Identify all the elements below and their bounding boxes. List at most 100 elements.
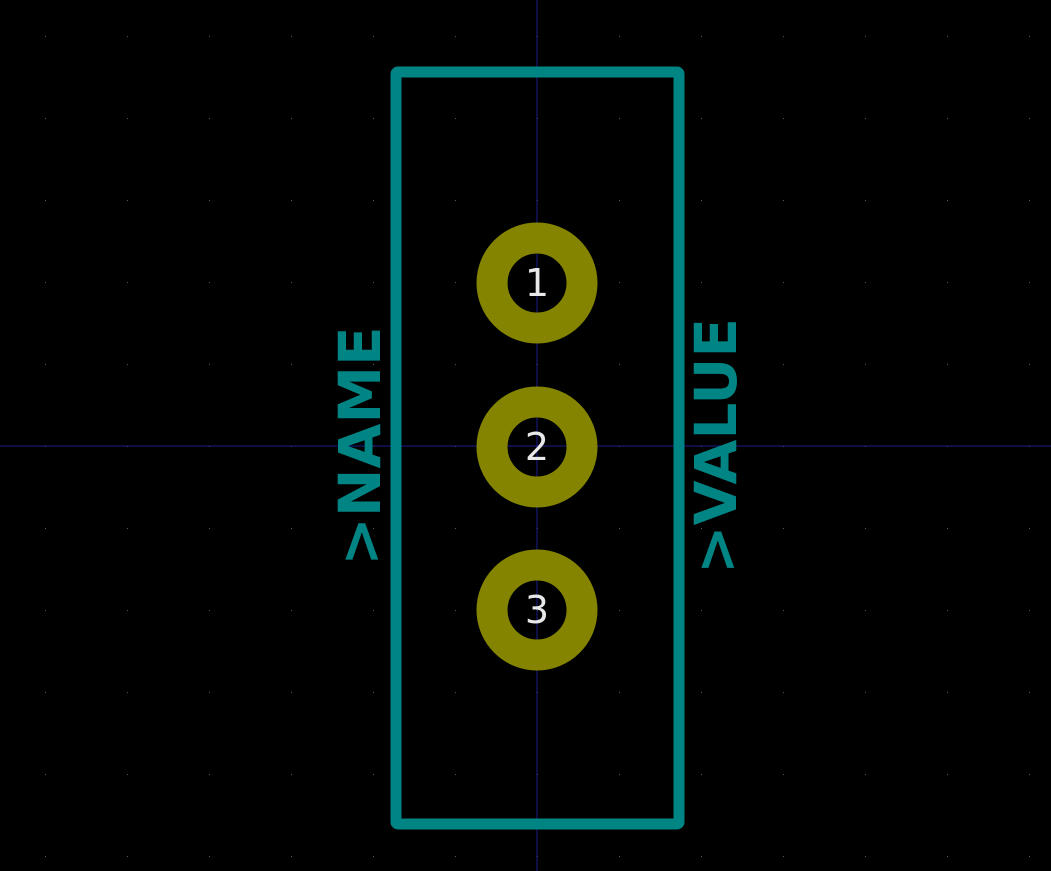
grid-dot bbox=[45, 36, 46, 37]
grid-dot bbox=[701, 856, 702, 857]
silkscreen-outline[interactable] bbox=[390, 66, 685, 830]
grid-dot bbox=[619, 774, 620, 775]
grid-dot bbox=[783, 692, 784, 693]
grid-dot bbox=[291, 118, 292, 119]
pad-ring bbox=[476, 222, 598, 344]
grid-dot bbox=[291, 36, 292, 37]
name-label[interactable]: >NAME bbox=[326, 326, 394, 565]
grid-dot bbox=[127, 528, 128, 529]
grid-dot bbox=[291, 200, 292, 201]
grid-dot bbox=[291, 364, 292, 365]
grid-dot bbox=[619, 282, 620, 283]
pad-number: 3 bbox=[525, 588, 549, 632]
grid-dot bbox=[947, 856, 948, 857]
pad-number: 2 bbox=[525, 425, 549, 469]
grid-dot bbox=[1029, 692, 1030, 693]
grid-dot bbox=[1029, 528, 1030, 529]
grid-dot bbox=[783, 610, 784, 611]
grid-dot bbox=[209, 610, 210, 611]
grid-dot bbox=[619, 36, 620, 37]
grid-dot bbox=[701, 36, 702, 37]
grid-dot bbox=[865, 282, 866, 283]
grid-dot bbox=[1029, 774, 1030, 775]
grid-dot bbox=[291, 610, 292, 611]
pad-number: 1 bbox=[525, 261, 549, 305]
grid-dot bbox=[701, 118, 702, 119]
grid-dot bbox=[1029, 200, 1030, 201]
grid-dot bbox=[45, 856, 46, 857]
grid-dot bbox=[127, 692, 128, 693]
grid-dot bbox=[209, 36, 210, 37]
grid-dot bbox=[45, 282, 46, 283]
grid-dot bbox=[947, 692, 948, 693]
grid-dot bbox=[783, 528, 784, 529]
grid-dot bbox=[783, 118, 784, 119]
grid-dot bbox=[865, 774, 866, 775]
grid-dot bbox=[127, 856, 128, 857]
grid-dot bbox=[619, 200, 620, 201]
grid-dot bbox=[45, 200, 46, 201]
grid-dot bbox=[865, 610, 866, 611]
grid-dot bbox=[701, 774, 702, 775]
grid-dot bbox=[865, 118, 866, 119]
grid-dot bbox=[783, 774, 784, 775]
grid-dot bbox=[373, 856, 374, 857]
grid-dot bbox=[701, 282, 702, 283]
grid-dot bbox=[947, 364, 948, 365]
grid-dot bbox=[127, 36, 128, 37]
pad-2[interactable]: 2 bbox=[476, 386, 598, 508]
grid-dot bbox=[947, 118, 948, 119]
value-label[interactable]: >VALUE bbox=[682, 318, 750, 574]
grid-dot bbox=[865, 200, 866, 201]
grid-dot bbox=[209, 774, 210, 775]
pad-3[interactable]: 3 bbox=[476, 549, 598, 671]
grid-dot bbox=[455, 610, 456, 611]
grid-dot bbox=[373, 36, 374, 37]
grid-dot bbox=[783, 364, 784, 365]
grid-dot bbox=[947, 282, 948, 283]
grid-dot bbox=[619, 528, 620, 529]
grid-dot bbox=[209, 856, 210, 857]
grid-dot bbox=[455, 118, 456, 119]
grid-dot bbox=[865, 364, 866, 365]
grid-dot bbox=[1029, 610, 1030, 611]
grid-dot bbox=[373, 692, 374, 693]
grid-dot bbox=[783, 282, 784, 283]
grid-dot bbox=[373, 200, 374, 201]
pad-ring bbox=[476, 386, 598, 508]
grid-dot bbox=[865, 36, 866, 37]
grid-dot bbox=[947, 610, 948, 611]
grid-dot bbox=[209, 282, 210, 283]
grid-dot bbox=[127, 118, 128, 119]
grid-dot bbox=[455, 774, 456, 775]
grid-dot bbox=[1029, 856, 1030, 857]
grid-dot bbox=[619, 118, 620, 119]
grid-dot bbox=[45, 118, 46, 119]
grid-dot bbox=[455, 282, 456, 283]
grid-dot bbox=[45, 692, 46, 693]
grid-dot bbox=[865, 692, 866, 693]
pad-1[interactable]: 1 bbox=[476, 222, 598, 344]
grid-dot bbox=[947, 200, 948, 201]
grid-dot bbox=[947, 528, 948, 529]
grid-dot bbox=[455, 528, 456, 529]
grid-dot bbox=[373, 610, 374, 611]
grid-dot bbox=[1029, 364, 1030, 365]
grid-dot bbox=[701, 610, 702, 611]
grid-dot bbox=[45, 364, 46, 365]
grid-dot bbox=[45, 528, 46, 529]
grid-dot bbox=[701, 528, 702, 529]
grid-dot bbox=[619, 610, 620, 611]
grid-dot bbox=[127, 364, 128, 365]
grid-dot bbox=[209, 200, 210, 201]
grid-dot bbox=[619, 364, 620, 365]
grid-dot bbox=[619, 856, 620, 857]
grid-dot bbox=[1029, 118, 1030, 119]
pad-ring bbox=[476, 549, 598, 671]
grid-dot bbox=[373, 118, 374, 119]
grid-dot bbox=[1029, 36, 1030, 37]
grid-dot bbox=[783, 200, 784, 201]
grid-dot bbox=[127, 774, 128, 775]
